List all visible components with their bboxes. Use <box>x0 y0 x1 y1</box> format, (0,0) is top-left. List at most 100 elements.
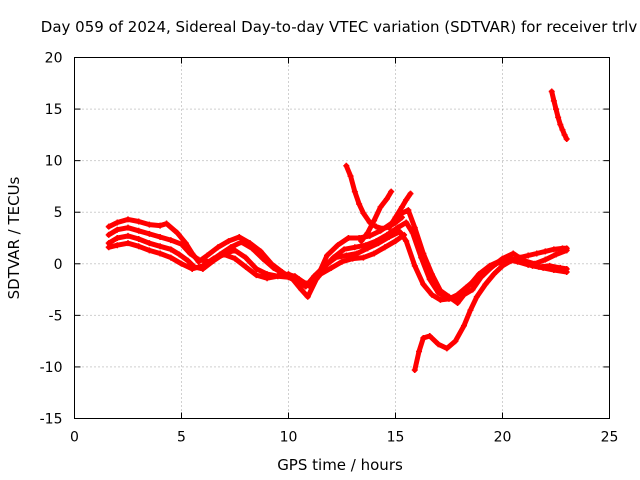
axis-ticks <box>74 57 610 419</box>
data-point <box>178 260 185 267</box>
data-point <box>304 293 311 300</box>
data-point <box>341 246 348 253</box>
data-point <box>401 231 408 238</box>
data-point <box>535 263 542 270</box>
data-point <box>157 250 164 257</box>
data-point <box>189 265 196 272</box>
y-tick-label: 5 <box>54 205 63 221</box>
data-point <box>452 338 459 345</box>
data-point <box>221 251 228 258</box>
data-point <box>157 233 164 240</box>
data-point <box>411 367 418 374</box>
data-point <box>553 106 559 113</box>
data-point <box>351 244 358 251</box>
data-point <box>510 250 517 257</box>
data-point <box>343 162 350 169</box>
data-point <box>343 252 350 259</box>
data-point <box>349 255 356 262</box>
data-point <box>146 221 153 228</box>
data-point <box>386 224 393 231</box>
data-point <box>351 188 358 195</box>
series-6 <box>386 190 414 231</box>
y-tick-label: -5 <box>49 308 63 324</box>
data-point <box>426 276 433 283</box>
data-point <box>285 271 292 278</box>
data-point <box>167 254 174 261</box>
data-point <box>454 291 461 298</box>
data-point <box>553 251 559 258</box>
data-point <box>490 271 497 278</box>
data-point <box>146 230 153 237</box>
data-point <box>499 262 506 269</box>
data-point <box>334 242 341 249</box>
data-point <box>253 265 260 272</box>
data-point <box>249 245 256 252</box>
data-point <box>398 204 405 211</box>
y-tick-labels: -15 -10 -5 0 5 10 15 20 <box>40 51 63 428</box>
series-track <box>106 229 570 303</box>
data-point <box>411 224 418 231</box>
data-point <box>360 210 367 217</box>
series-8 <box>548 88 570 142</box>
data-point <box>364 229 371 236</box>
data-point <box>435 341 442 348</box>
data-point <box>381 244 388 251</box>
data-point <box>469 286 476 293</box>
data-point <box>259 255 266 262</box>
data-point <box>373 223 380 230</box>
data-point <box>210 255 217 262</box>
data-point <box>270 264 277 271</box>
data-point <box>533 250 540 257</box>
x-tick-labels: 0 5 10 15 20 25 <box>70 430 618 446</box>
data-point <box>236 233 243 240</box>
x-axis-label: GPS time / hours <box>277 456 403 474</box>
data-point <box>232 247 238 254</box>
data-point <box>563 135 570 142</box>
data-point <box>407 190 414 197</box>
data-point <box>420 281 427 288</box>
data-point <box>125 232 131 239</box>
data-point <box>204 252 211 259</box>
data-point <box>508 257 515 264</box>
data-point <box>125 216 131 223</box>
data-point <box>146 247 153 254</box>
data-point <box>356 200 363 207</box>
data-point <box>105 231 112 238</box>
data-point <box>332 254 339 261</box>
data-point <box>555 114 562 121</box>
data-point <box>125 224 131 231</box>
data-point <box>392 238 399 245</box>
data-point <box>467 307 474 314</box>
data-point <box>392 214 399 221</box>
data-point <box>253 272 260 279</box>
data-point <box>493 260 500 267</box>
data-point <box>563 245 570 252</box>
data-point <box>157 222 164 229</box>
data-point <box>105 223 112 230</box>
data-point <box>409 229 416 236</box>
data-point <box>167 237 174 244</box>
data-point <box>345 235 352 241</box>
x-tick-label: 25 <box>601 430 619 446</box>
data-point <box>437 296 444 303</box>
data-point <box>339 258 345 265</box>
data-point <box>306 283 313 290</box>
data-point <box>379 225 386 232</box>
chart-title: Day 059 of 2024, Sidereal Day-to-day VTE… <box>41 18 638 36</box>
data-point <box>324 252 331 259</box>
data-point <box>386 233 393 240</box>
data-point <box>411 262 418 269</box>
x-tick-label: 20 <box>494 430 512 446</box>
x-tick-label: 15 <box>387 430 405 446</box>
data-point <box>446 295 452 302</box>
series-3 <box>105 231 408 290</box>
data-point <box>563 265 570 272</box>
data-point <box>426 332 433 339</box>
data-point <box>428 291 435 298</box>
data-point <box>195 256 202 263</box>
y-tick-label: 15 <box>45 102 63 118</box>
data-point <box>321 262 328 269</box>
data-point <box>473 293 480 300</box>
data-point <box>516 254 523 261</box>
data-point <box>403 196 410 203</box>
